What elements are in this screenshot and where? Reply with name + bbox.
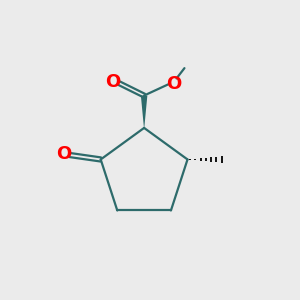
- Text: O: O: [56, 145, 71, 163]
- Text: O: O: [106, 73, 121, 91]
- Text: O: O: [167, 75, 182, 93]
- Polygon shape: [141, 95, 147, 128]
